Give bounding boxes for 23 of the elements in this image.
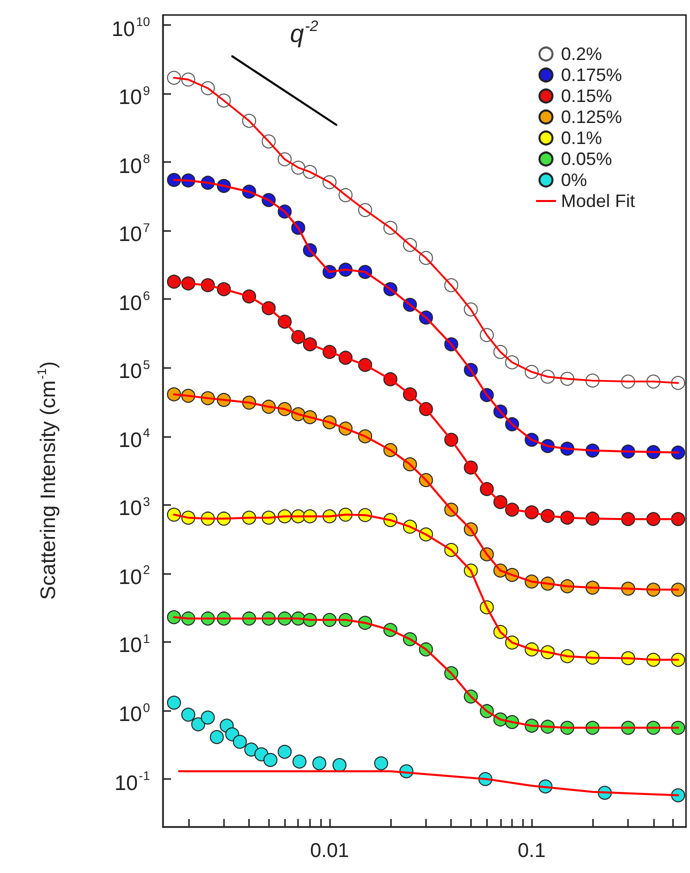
- x-tick-label: 0.01: [310, 840, 350, 862]
- y-tick-label: 10$^{-1}$: [114, 769, 150, 795]
- legend-label: 0.2%: [560, 44, 602, 64]
- y-tick-label: 10$^{8}$: [118, 152, 150, 178]
- legend-label: 0.15%: [560, 86, 612, 106]
- y-tick-label: 10$^{1}$: [118, 632, 150, 658]
- legend-label: 0.05%: [560, 149, 612, 169]
- legend-label: Model Fit: [560, 191, 636, 211]
- y-tick-label: 10$^{5}$: [118, 358, 150, 384]
- y-tick-label: 10$^{3}$: [118, 494, 150, 520]
- annotation: q$^{-2}$: [290, 18, 318, 48]
- legend-label: 0.1%: [560, 128, 602, 148]
- y-tick-label: 10$^{2}$: [118, 563, 150, 589]
- y-tick-label: 10$^{9}$: [118, 84, 150, 110]
- y-tick-label: 10$^{6}$: [118, 289, 150, 315]
- x-tick-label: 0.1: [518, 840, 546, 862]
- y-tick-label: 10$^{4}$: [118, 426, 150, 452]
- legend-label: 0%: [560, 170, 587, 190]
- y-tick-label: 10$^{7}$: [118, 220, 150, 246]
- y-tick-label: 10$^{10}$: [112, 15, 150, 41]
- y-tick-label: 10$^{0}$: [118, 700, 150, 726]
- legend-label: 0.125%: [560, 107, 622, 127]
- legend-label: 0.175%: [560, 65, 622, 85]
